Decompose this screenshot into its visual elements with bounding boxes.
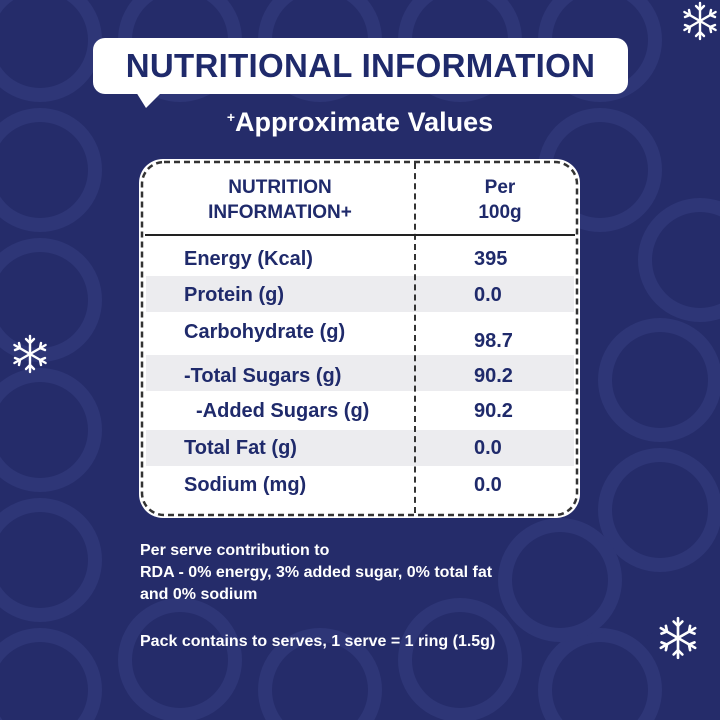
subtitle-mark: + (226, 109, 236, 125)
row-stripe (146, 276, 574, 312)
table-row-label: Sodium (mg) (184, 474, 307, 496)
column-divider (414, 163, 416, 513)
header-per-100g: Per 100g (430, 175, 570, 225)
row-stripe (146, 430, 574, 466)
snowflake-icon (13, 334, 47, 374)
footer-serving-note: Pack contains to serves, 1 serve = 1 rin… (140, 633, 496, 650)
table-row-value: 395 (474, 248, 508, 270)
subtitle-text: Approximate Values (235, 107, 494, 137)
table-row-value: 0.0 (474, 474, 502, 496)
snowflake-icon (659, 616, 697, 660)
header-nutrient: NUTRITION INFORMATION+ (150, 175, 410, 225)
table-row-label: -Total Sugars (g) (184, 365, 342, 387)
footer-line3: and 0% sodium (140, 586, 258, 603)
table-row-label: Total Fat (g) (184, 437, 297, 459)
title-banner: NUTRITIONAL INFORMATION (93, 38, 628, 94)
table-row-value: 0.0 (474, 437, 502, 459)
subtitle: +Approximate Values (0, 107, 720, 138)
snowflake-icon (683, 1, 717, 41)
footer-line2: RDA - 0% energy, 3% added sugar, 0% tota… (140, 564, 493, 581)
footer-line1: Per serve contribution to (140, 542, 330, 559)
header-per-line1: Per (484, 177, 516, 198)
table-row-label: Protein (g) (184, 284, 284, 306)
table-row-value: 0.0 (474, 284, 502, 306)
header-nutrient-line2: INFORMATION+ (208, 202, 352, 223)
table-dashed-border (140, 160, 579, 517)
table-row-value: 90.2 (474, 400, 513, 422)
table-row-label: Carbohydrate (g) (184, 321, 346, 343)
header-nutrient-line1: NUTRITION (228, 177, 332, 198)
header-divider (145, 234, 575, 236)
table-row-label: Energy (Kcal) (184, 248, 313, 270)
header-per-line2: 100g (478, 202, 522, 223)
row-stripe (146, 355, 574, 391)
table-row-label: -Added Sugars (g) (196, 400, 370, 422)
footer-note: Per serve contribution to RDA - 0% energ… (140, 540, 492, 606)
page-title: NUTRITIONAL INFORMATION (125, 47, 596, 84)
table-row-value: 98.7 (474, 330, 513, 352)
table-row-value: 90.2 (474, 365, 513, 387)
speech-bubble-tail (136, 92, 162, 108)
